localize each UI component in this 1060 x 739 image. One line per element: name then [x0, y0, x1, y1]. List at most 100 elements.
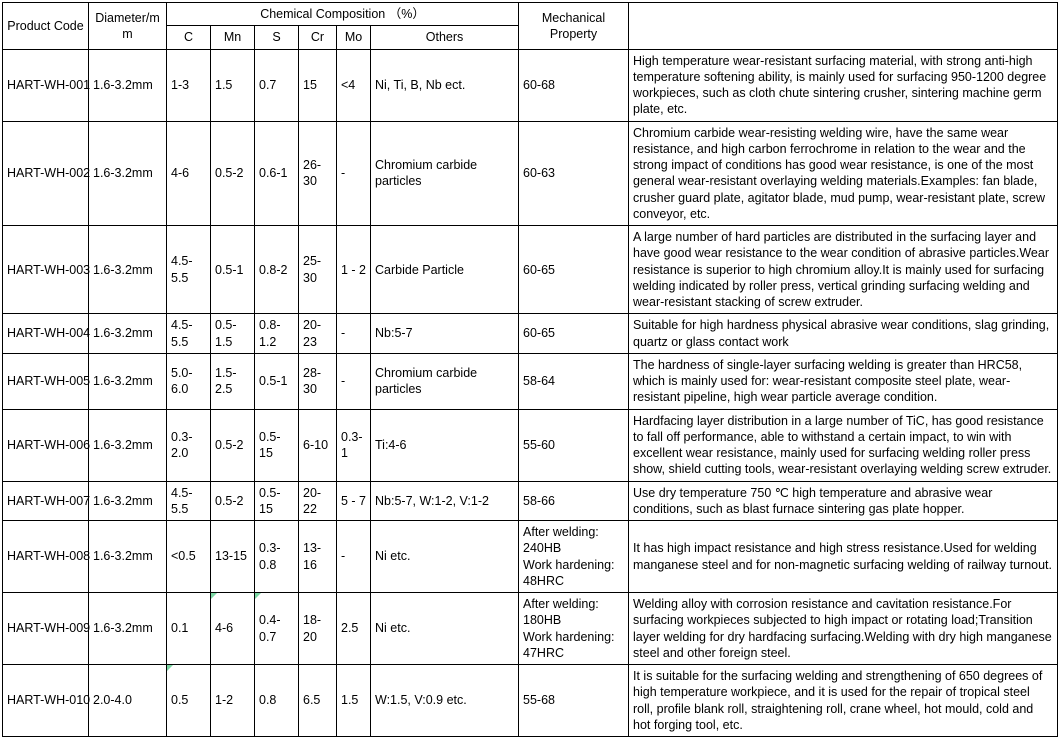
header-product-code: Product Code: [3, 3, 89, 50]
cell-others: Chromium carbide particles: [371, 353, 519, 409]
cell-c: 4.5-5.5: [167, 314, 211, 354]
cell-c: 0.1: [167, 593, 211, 665]
cell-s: 0.4-0.7: [255, 593, 299, 665]
cell-description: Chromium carbide wear-resisting welding …: [629, 121, 1058, 226]
cell-others: Nb:5-7, W:1-2, V:1-2: [371, 481, 519, 521]
cell-mechanical: 55-60: [519, 409, 629, 481]
cell-mo: -: [337, 121, 371, 226]
cell-mo: 2.5: [337, 593, 371, 665]
cell-mo: 5 - 7: [337, 481, 371, 521]
cell-product-code: HART-WH-005: [3, 353, 89, 409]
cell-c: 0.3-2.0: [167, 409, 211, 481]
cell-mo: -: [337, 521, 371, 593]
cell-c: 5.0-6.0: [167, 353, 211, 409]
cell-product-code: HART-WH-007: [3, 481, 89, 521]
cell-mn: 0.5-1: [211, 226, 255, 314]
cell-diameter: 1.6-3.2mm: [89, 353, 167, 409]
cell-mn: 4-6: [211, 593, 255, 665]
cell-cr: 25-30: [299, 226, 337, 314]
cell-mn: 0.5-1.5: [211, 314, 255, 354]
cell-mechanical: After welding: 180HBWork hardening: 47HR…: [519, 593, 629, 665]
cell-product-code: HART-WH-009: [3, 593, 89, 665]
cell-others: Ni, Ti, B, Nb ect.: [371, 49, 519, 121]
cell-diameter: 1.6-3.2mm: [89, 593, 167, 665]
cell-others: Carbide Particle: [371, 226, 519, 314]
cell-diameter: 1.6-3.2mm: [89, 481, 167, 521]
header-mo: Mo: [337, 26, 371, 49]
cell-description: The hardness of single-layer surfacing w…: [629, 353, 1058, 409]
cell-mn: 1.5-2.5: [211, 353, 255, 409]
header-mechanical: Mechanical Property: [519, 3, 629, 50]
cell-mn: 0.5-2: [211, 409, 255, 481]
table-row: HART-WH-0102.0-4.00.51-20.86.51.5W:1.5, …: [3, 665, 1058, 737]
cell-product-code: HART-WH-004: [3, 314, 89, 354]
cell-mechanical: 60-65: [519, 314, 629, 354]
cell-cr: 13-16: [299, 521, 337, 593]
cell-cr: 26-30: [299, 121, 337, 226]
cell-mn: 1-2: [211, 665, 255, 737]
cell-description: High temperature wear-resistant surfacin…: [629, 49, 1058, 121]
cell-c: 4.5-5.5: [167, 226, 211, 314]
cell-mn: 1.5: [211, 49, 255, 121]
cell-description: Suitable for high hardness physical abra…: [629, 314, 1058, 354]
cell-mechanical: 55-68: [519, 665, 629, 737]
cell-mechanical: 60-65: [519, 226, 629, 314]
cell-cr: 28-30: [299, 353, 337, 409]
table-row: HART-WH-0061.6-3.2mm0.3-2.00.5-20.5-156-…: [3, 409, 1058, 481]
cell-others: Ni etc.: [371, 521, 519, 593]
header-mn: Mn: [211, 26, 255, 49]
cell-s: 0.8-1.2: [255, 314, 299, 354]
cell-product-code: HART-WH-001: [3, 49, 89, 121]
cell-product-code: HART-WH-002: [3, 121, 89, 226]
table-row: HART-WH-0051.6-3.2mm5.0-6.01.5-2.50.5-12…: [3, 353, 1058, 409]
cell-c: 1-3: [167, 49, 211, 121]
cell-description: Use dry temperature 750 ℃ high temperatu…: [629, 481, 1058, 521]
header-others: Others: [371, 26, 519, 49]
cell-description: It is suitable for the surfacing welding…: [629, 665, 1058, 737]
header-c: C: [167, 26, 211, 49]
cell-others: Ti:4-6: [371, 409, 519, 481]
cell-mn: 0.5-2: [211, 481, 255, 521]
cell-diameter: 1.6-3.2mm: [89, 521, 167, 593]
cell-product-code: HART-WH-006: [3, 409, 89, 481]
table-row: HART-WH-0011.6-3.2mm1-31.50.715<4Ni, Ti,…: [3, 49, 1058, 121]
cell-mo: <4: [337, 49, 371, 121]
cell-mechanical: After welding: 240HBWork hardening: 48HR…: [519, 521, 629, 593]
table-row: HART-WH-0071.6-3.2mm4.5-5.50.5-20.5-1520…: [3, 481, 1058, 521]
cell-mechanical: 60-68: [519, 49, 629, 121]
header-s: S: [255, 26, 299, 49]
cell-s: 0.8: [255, 665, 299, 737]
cell-diameter: 1.6-3.2mm: [89, 121, 167, 226]
cell-diameter: 1.6-3.2mm: [89, 409, 167, 481]
header-cr: Cr: [299, 26, 337, 49]
cell-mo: 1.5: [337, 665, 371, 737]
table-row: HART-WH-0021.6-3.2mm4-60.5-20.6-126-30-C…: [3, 121, 1058, 226]
cell-diameter: 2.0-4.0: [89, 665, 167, 737]
cell-c: 0.5: [167, 665, 211, 737]
cell-mo: 0.3-1: [337, 409, 371, 481]
cell-cr: 20-22: [299, 481, 337, 521]
cell-diameter: 1.6-3.2mm: [89, 226, 167, 314]
cell-s: 0.6-1: [255, 121, 299, 226]
cell-mn: 13-15: [211, 521, 255, 593]
cell-mo: -: [337, 314, 371, 354]
cell-others: W:1.5, V:0.9 etc.: [371, 665, 519, 737]
table-row: HART-WH-0031.6-3.2mm4.5-5.50.5-10.8-225-…: [3, 226, 1058, 314]
cell-s: 0.5-1: [255, 353, 299, 409]
cell-mechanical: 58-64: [519, 353, 629, 409]
cell-c: 4.5-5.5: [167, 481, 211, 521]
cell-diameter: 1.6-3.2mm: [89, 314, 167, 354]
cell-s: 0.7: [255, 49, 299, 121]
cell-mo: 1 - 2: [337, 226, 371, 314]
header-diameter: Diameter/mm: [89, 3, 167, 50]
cell-description: A large number of hard particles are dis…: [629, 226, 1058, 314]
cell-mechanical: 58-66: [519, 481, 629, 521]
cell-cr: 18-20: [299, 593, 337, 665]
cell-c: <0.5: [167, 521, 211, 593]
cell-cr: 20-23: [299, 314, 337, 354]
table-header: Product Code Diameter/mm Chemical Compos…: [3, 3, 1058, 50]
cell-description: It has high impact resistance and high s…: [629, 521, 1058, 593]
cell-s: 0.5-15: [255, 481, 299, 521]
cell-others: Nb:5-7: [371, 314, 519, 354]
cell-mechanical: 60-63: [519, 121, 629, 226]
